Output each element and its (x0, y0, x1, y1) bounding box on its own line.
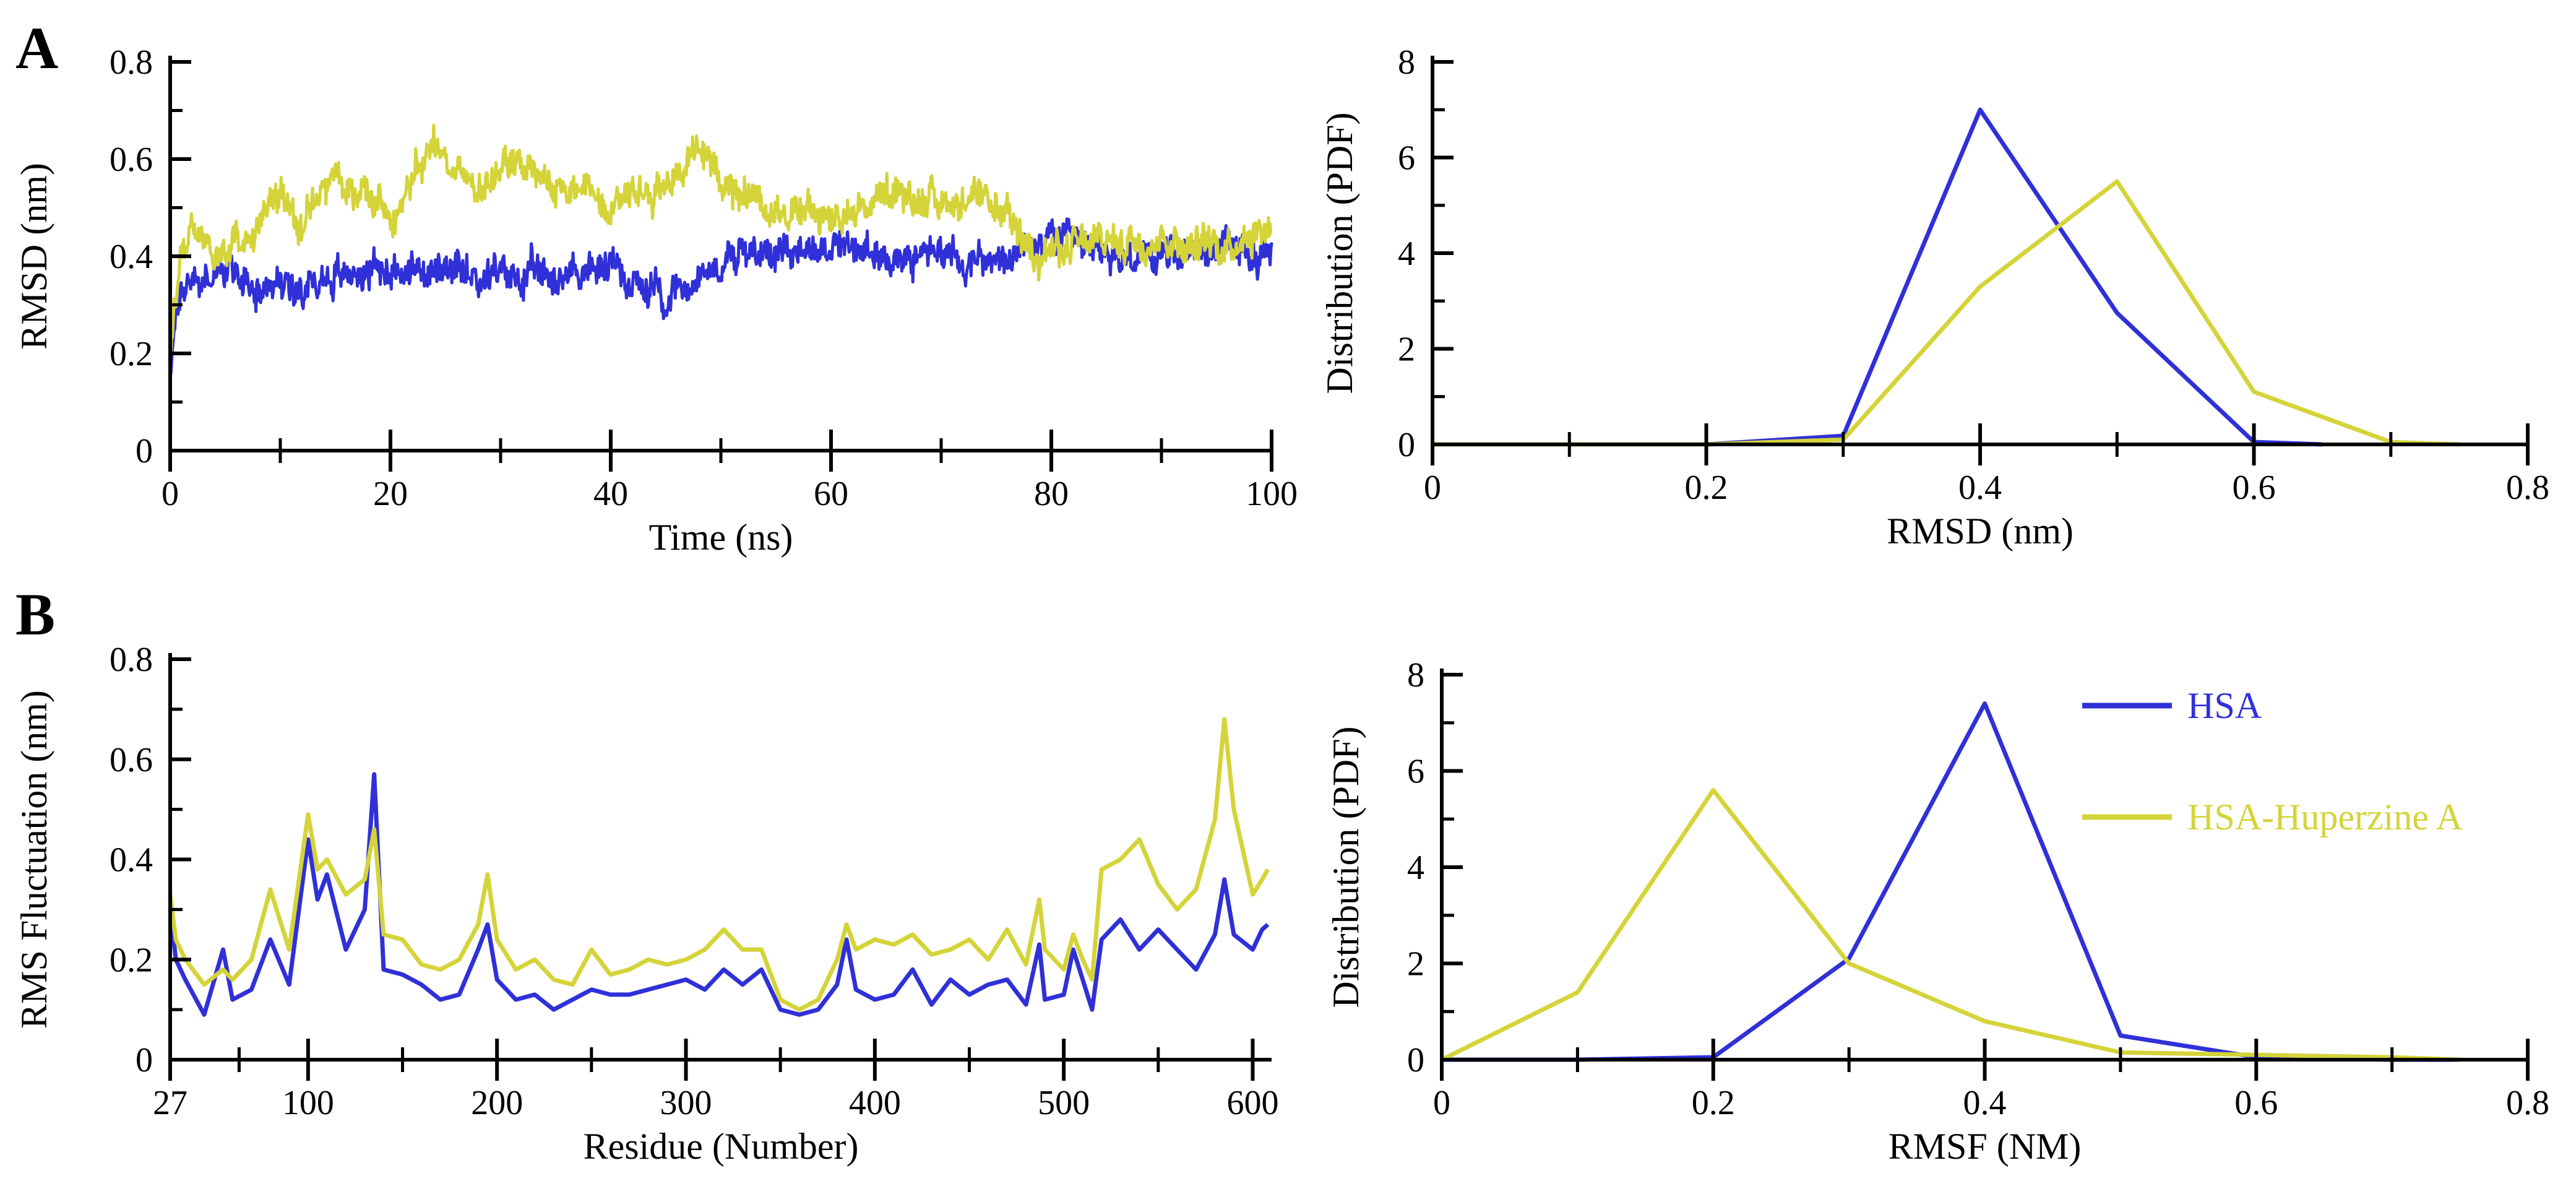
y-tick-label: 0.8 (110, 43, 153, 82)
rmsf-residue-plot: 0 0.2 0.4 0.6 0.8 27 100 200 300 400 500 600 Residue… (14, 641, 1278, 1167)
y-tick-label: 4 (1407, 849, 1424, 887)
series-line-hsa-huperzine-a (1441, 788, 2460, 1062)
y-tick-label: 8 (1398, 43, 1415, 82)
x-axis-title: Time (ns) (649, 517, 793, 558)
panel-a-letter: A (15, 15, 58, 81)
x-tick-label: 200 (471, 1084, 523, 1122)
y-axis-title: Distribution (PDF) (1319, 112, 1360, 394)
x-tick-label: 0 (162, 475, 179, 513)
x-tick-label: 400 (849, 1084, 901, 1122)
x-tick-label: 600 (1226, 1084, 1278, 1122)
y-tick-label: 0.8 (110, 641, 153, 679)
legend: HSA HSA-Huperzine A (2082, 685, 2463, 837)
x-tick-label: 500 (1038, 1084, 1090, 1122)
y-tick-label: 6 (1407, 753, 1424, 791)
x-tick-label: 60 (814, 475, 848, 513)
x-tick-label: 27 (153, 1084, 187, 1122)
series-line-hsa (168, 772, 1270, 1017)
x-tick-label: 0 (1424, 469, 1441, 507)
y-tick-label: 0 (1407, 1041, 1424, 1079)
rmsd-distribution-plot: 0 2 4 6 8 0 0.2 0.4 0.6 0.8 RMSD (nm) Distribution … (1319, 43, 2549, 552)
x-tick-label: 100 (1246, 475, 1298, 513)
y-tick-label: 2 (1407, 945, 1424, 984)
series-line-hsa-huperzine-a (168, 717, 1270, 1012)
x-tick-label: 0.2 (1692, 1084, 1735, 1122)
series-line-hsa (1432, 107, 2323, 447)
x-tick-label: 40 (593, 475, 628, 513)
rmsd-time-plot: 0 0.2 0.4 0.6 0.8 0 20 40 60 80 100 Time (ns) RMSD (… (14, 43, 1298, 558)
x-axis-title: RMSF (NM) (1889, 1126, 2082, 1167)
y-tick-label: 2 (1398, 331, 1415, 369)
y-tick-label: 0.6 (110, 141, 153, 179)
y-axis-title: RMS Fluctuation (nm) (14, 690, 54, 1029)
y-tick-label: 0.2 (110, 941, 153, 979)
y-tick-label: 0.2 (110, 335, 153, 373)
y-axis-title: Distribution (PDF) (1325, 726, 1366, 1008)
y-tick-label: 6 (1398, 139, 1415, 178)
x-tick-label: 0.2 (1685, 469, 1728, 507)
y-tick-label: 0.4 (110, 238, 153, 276)
x-tick-label: 80 (1034, 475, 1069, 513)
legend-label-hsa: HSA (2187, 685, 2262, 726)
x-tick-label: 0.6 (2233, 469, 2276, 507)
y-axis-title: RMSD (nm) (14, 163, 54, 350)
y-tick-label: 0.6 (110, 741, 153, 779)
y-tick-label: 0 (136, 432, 153, 470)
x-tick-label: 0.4 (1958, 469, 2002, 507)
x-tick-label: 0.6 (2234, 1084, 2278, 1122)
x-tick-label: 100 (282, 1084, 334, 1122)
panel-b-letter: B (15, 581, 55, 647)
series-line-hsa-huperzine-a (168, 123, 1273, 353)
x-tick-label: 0.4 (1963, 1084, 2007, 1122)
x-axis-title: RMSD (nm) (1887, 511, 2074, 552)
x-tick-label: 300 (660, 1084, 712, 1122)
x-axis-title: Residue (Number) (584, 1126, 859, 1167)
y-tick-label: 0 (136, 1041, 153, 1079)
x-tick-label: 20 (373, 475, 408, 513)
y-tick-label: 0 (1398, 426, 1415, 464)
series-line-hsa-huperzine-a (1432, 179, 2460, 447)
y-tick-label: 4 (1398, 235, 1415, 273)
x-tick-label: 0.8 (2506, 469, 2549, 507)
x-tick-label: 0.8 (2506, 1084, 2549, 1122)
series-line-hsa (168, 217, 1273, 378)
x-tick-label: 0 (1433, 1084, 1450, 1122)
y-tick-label: 0.4 (110, 841, 153, 880)
legend-label-hsa-huperzine: HSA-Huperzine A (2187, 797, 2463, 837)
rmsf-distribution-plot: 0 2 4 6 8 0 0.2 0.4 0.6 0.8 RMSF (NM) Distribution … (1325, 656, 2549, 1167)
y-tick-label: 8 (1407, 656, 1424, 694)
